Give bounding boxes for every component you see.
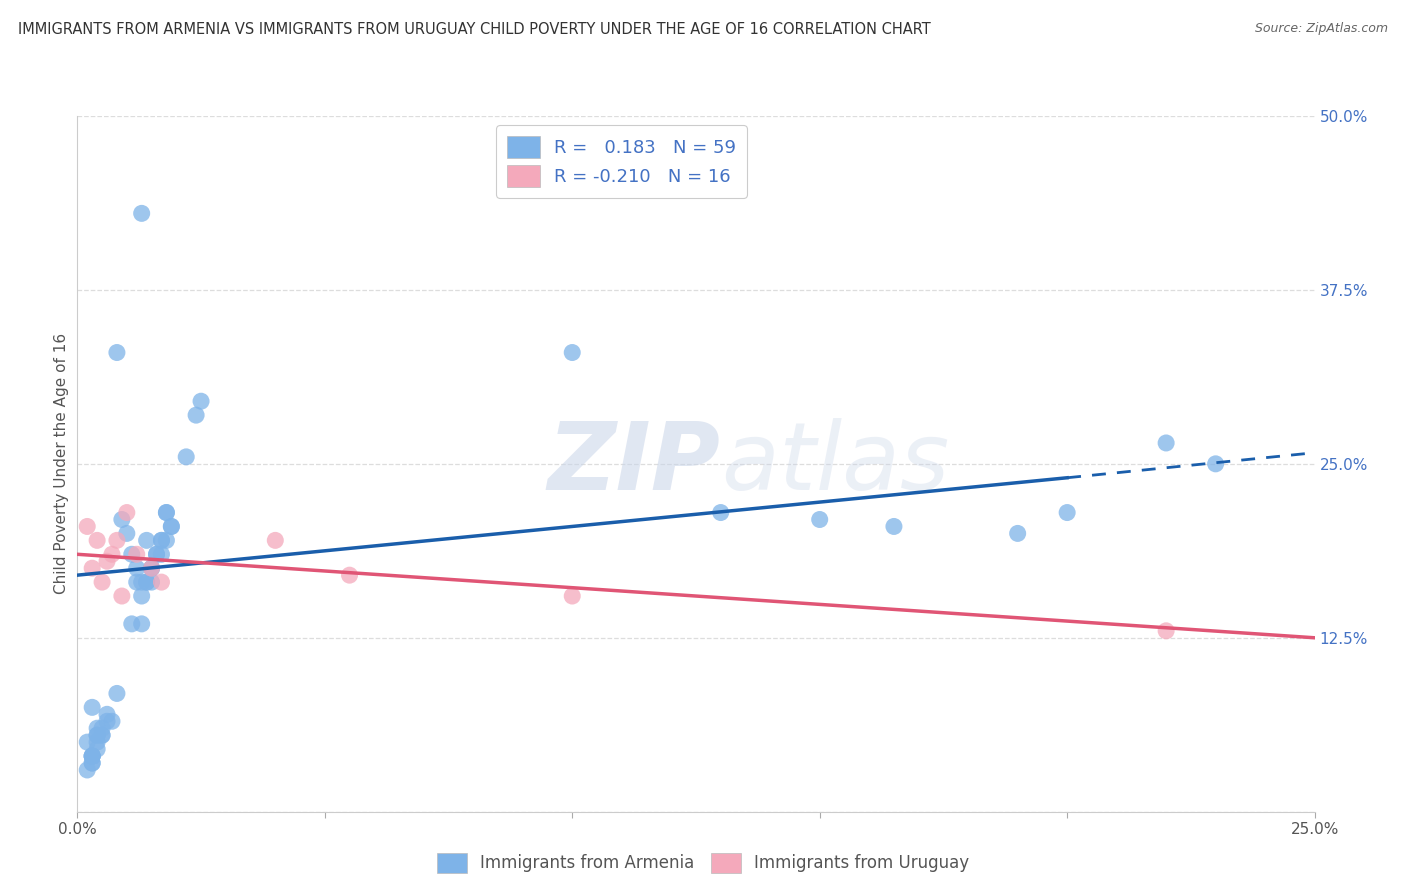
- Point: [131, 589, 153, 603]
- Point: [561, 345, 583, 359]
- Point: [111, 589, 134, 603]
- Point: [561, 589, 583, 603]
- Point: [82, 749, 104, 764]
- Point: [264, 533, 287, 548]
- Point: [141, 561, 163, 575]
- Point: [135, 575, 157, 590]
- Legend: Immigrants from Armenia, Immigrants from Uruguay: Immigrants from Armenia, Immigrants from…: [430, 847, 976, 880]
- Point: [86, 728, 108, 742]
- Point: [105, 345, 128, 359]
- Point: [82, 700, 104, 714]
- Point: [135, 575, 157, 590]
- Point: [190, 394, 212, 409]
- Legend: R =   0.183   N = 59, R = -0.210   N = 16: R = 0.183 N = 59, R = -0.210 N = 16: [496, 125, 747, 198]
- Point: [141, 575, 163, 590]
- Point: [76, 763, 98, 777]
- Point: [115, 506, 138, 520]
- Point: [91, 728, 114, 742]
- Point: [184, 408, 207, 422]
- Point: [883, 519, 905, 533]
- Point: [150, 533, 173, 548]
- Point: [96, 714, 118, 729]
- Point: [76, 735, 98, 749]
- Point: [155, 533, 177, 548]
- Point: [121, 616, 143, 631]
- Point: [105, 686, 128, 700]
- Point: [105, 533, 128, 548]
- Point: [82, 561, 104, 575]
- Point: [86, 533, 108, 548]
- Point: [86, 721, 108, 735]
- Point: [174, 450, 197, 464]
- Point: [86, 735, 108, 749]
- Point: [101, 714, 124, 729]
- Point: [1154, 436, 1177, 450]
- Point: [82, 749, 104, 764]
- Point: [121, 547, 143, 561]
- Point: [135, 533, 157, 548]
- Point: [1154, 624, 1177, 638]
- Point: [155, 506, 177, 520]
- Point: [145, 547, 167, 561]
- Point: [86, 728, 108, 742]
- Y-axis label: Child Poverty Under the Age of 16: Child Poverty Under the Age of 16: [53, 334, 69, 594]
- Point: [91, 728, 114, 742]
- Text: Source: ZipAtlas.com: Source: ZipAtlas.com: [1254, 22, 1388, 36]
- Point: [150, 575, 173, 590]
- Text: IMMIGRANTS FROM ARMENIA VS IMMIGRANTS FROM URUGUAY CHILD POVERTY UNDER THE AGE O: IMMIGRANTS FROM ARMENIA VS IMMIGRANTS FR…: [18, 22, 931, 37]
- Text: atlas: atlas: [721, 418, 949, 509]
- Point: [82, 756, 104, 770]
- Point: [86, 742, 108, 756]
- Point: [91, 575, 114, 590]
- Point: [125, 575, 148, 590]
- Point: [91, 721, 114, 735]
- Point: [115, 526, 138, 541]
- Point: [1007, 526, 1029, 541]
- Point: [101, 547, 124, 561]
- Point: [82, 756, 104, 770]
- Point: [76, 519, 98, 533]
- Point: [150, 533, 173, 548]
- Point: [131, 575, 153, 590]
- Point: [150, 547, 173, 561]
- Point: [82, 749, 104, 764]
- Point: [160, 519, 183, 533]
- Point: [1205, 457, 1227, 471]
- Point: [808, 512, 831, 526]
- Point: [141, 561, 163, 575]
- Point: [1056, 506, 1078, 520]
- Point: [131, 616, 153, 631]
- Point: [96, 554, 118, 568]
- Point: [82, 749, 104, 764]
- Point: [125, 561, 148, 575]
- Point: [710, 506, 733, 520]
- Point: [141, 561, 163, 575]
- Point: [131, 206, 153, 220]
- Text: ZIP: ZIP: [548, 417, 721, 510]
- Point: [145, 547, 167, 561]
- Point: [111, 512, 134, 526]
- Point: [125, 547, 148, 561]
- Point: [160, 519, 183, 533]
- Point: [96, 707, 118, 722]
- Point: [155, 506, 177, 520]
- Point: [339, 568, 361, 582]
